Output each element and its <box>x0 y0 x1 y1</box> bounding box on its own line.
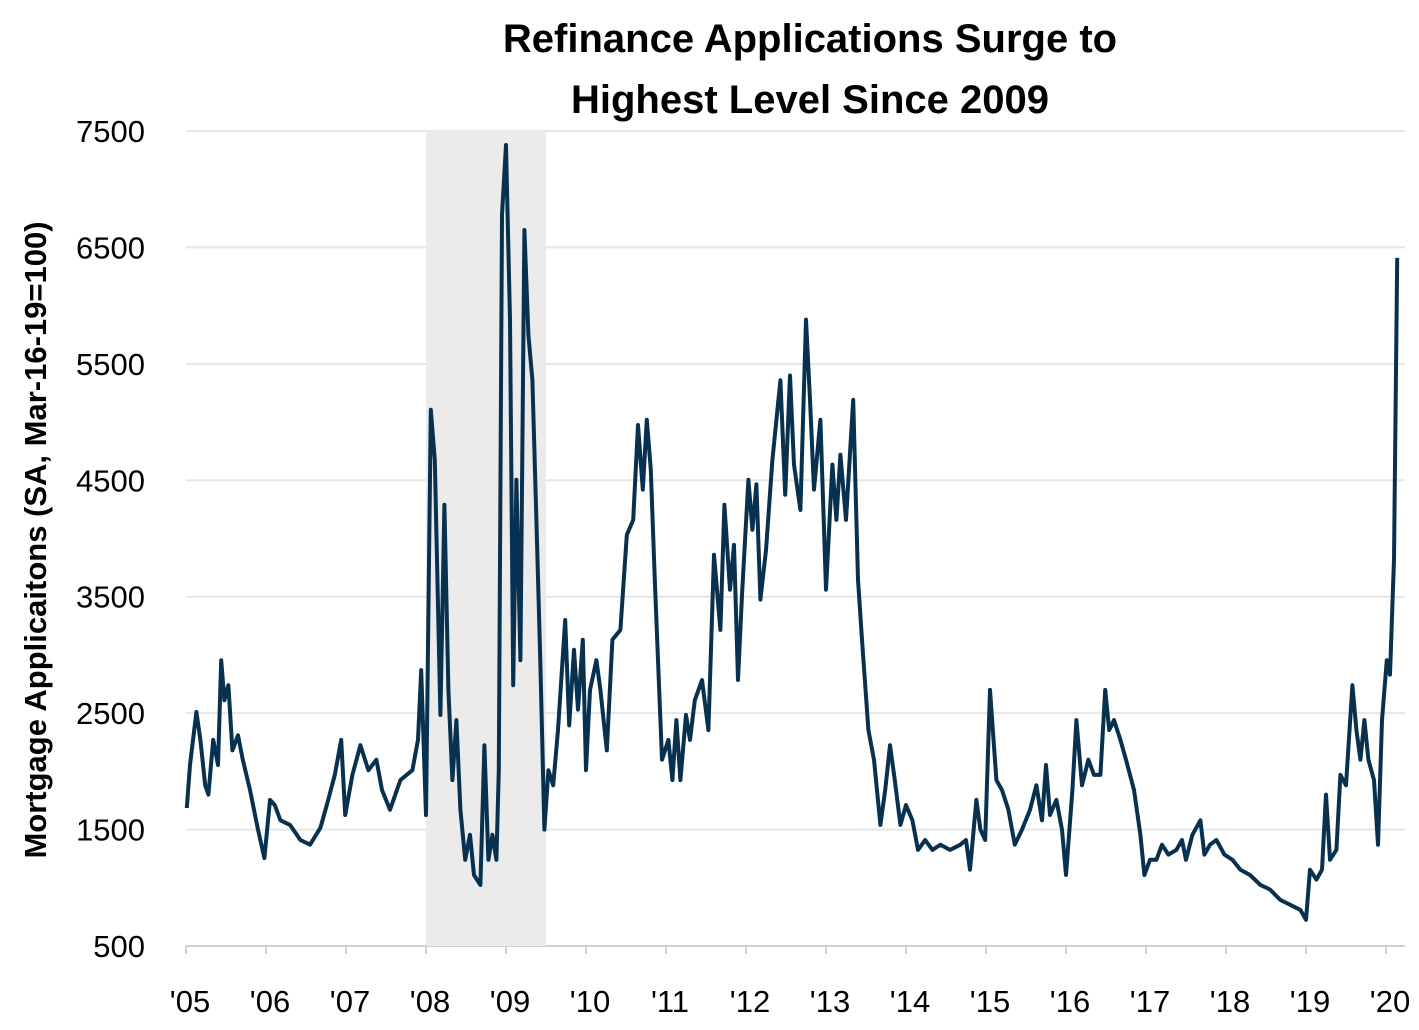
series-lines <box>184 143 1400 922</box>
x-tick-label: '12 <box>730 984 770 1019</box>
gridlines <box>186 130 1405 947</box>
y-axis-label: Mortgage Applicaitons (SA, Mar-16-19=100… <box>18 221 53 858</box>
y-tick-label: 7500 <box>76 114 145 149</box>
x-tick-label: '07 <box>330 984 370 1019</box>
x-tick-label: '15 <box>970 984 1010 1019</box>
y-tick-label: 3500 <box>76 580 145 615</box>
x-tick-label: '11 <box>651 984 689 1019</box>
x-tick-label: '17 <box>1130 984 1170 1019</box>
y-tick-label: 1500 <box>76 813 145 848</box>
y-tick-label: 2500 <box>76 696 145 731</box>
x-tick-label: '19 <box>1290 984 1330 1019</box>
x-tick-label: '13 <box>810 984 850 1019</box>
y-tick-label: 6500 <box>76 230 145 265</box>
chart-title-line-2: Highest Level Since 2009 <box>571 78 1049 122</box>
x-tick-label: '20 <box>1370 984 1410 1019</box>
y-tick-label: 5500 <box>76 347 145 382</box>
x-tick-label: '16 <box>1050 984 1090 1019</box>
x-tick-label: '09 <box>490 984 530 1019</box>
y-axis-ticks: 7500 6500 5500 4500 3500 2500 1500 500 <box>76 114 145 964</box>
chart-title-line-1: Refinance Applications Surge to <box>503 17 1117 61</box>
x-tick-label: '14 <box>890 984 930 1019</box>
y-tick-label: 500 <box>93 929 145 964</box>
x-tick-label: '18 <box>1210 984 1250 1019</box>
x-axis-ticks: '05 '06 '07 '08 '09 '10 '11 '12 '13 '14 '15 '16 '17 '… <box>170 946 1410 1019</box>
series-line-refinance <box>184 143 1400 922</box>
x-tick-label: '05 <box>170 984 210 1019</box>
x-tick-label: '10 <box>570 984 610 1019</box>
x-tick-label: '06 <box>250 984 290 1019</box>
y-tick-label: 4500 <box>76 463 145 498</box>
x-tick-label: '08 <box>410 984 450 1019</box>
